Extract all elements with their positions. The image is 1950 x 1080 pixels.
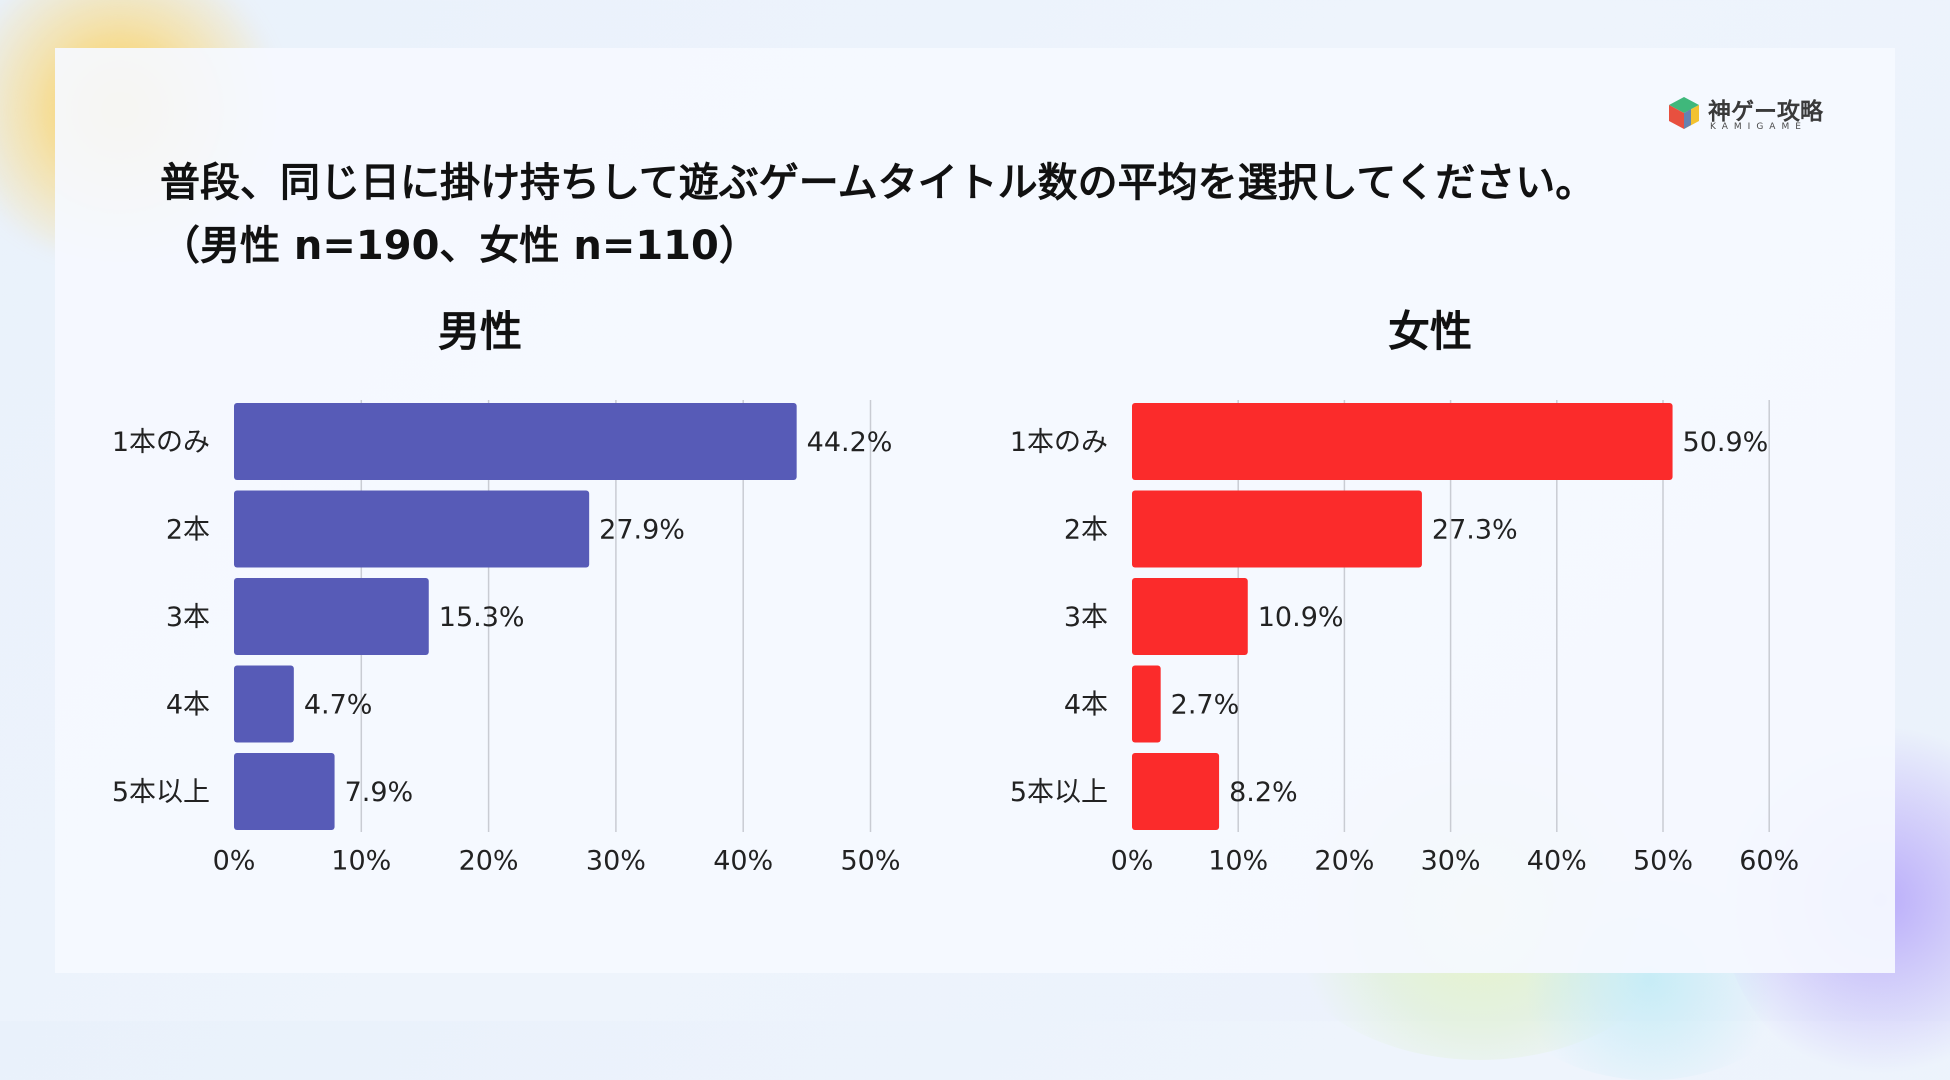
logo-subtext: KAMIGAME xyxy=(1710,122,1807,132)
male-value-label: 15.3% xyxy=(439,602,525,633)
female-tick-label: 50% xyxy=(1633,846,1693,877)
female-bar xyxy=(1132,753,1220,830)
female-value-label: 8.2% xyxy=(1229,777,1298,808)
male-tick-label: 20% xyxy=(459,846,519,877)
male-bar xyxy=(234,665,294,743)
male-category-label: 4本 xyxy=(166,690,210,721)
male-bar xyxy=(234,490,590,568)
logo-text: 神ゲー攻略 xyxy=(1708,99,1823,125)
male-bar xyxy=(234,403,797,480)
female-category-label: 2本 xyxy=(1064,515,1108,546)
brand-logo: 神ゲー攻略 KAMIGAME xyxy=(1668,92,1848,138)
female-bar xyxy=(1132,578,1248,655)
female-category-label: 1本のみ xyxy=(1010,427,1108,458)
male-tick-label: 10% xyxy=(331,846,391,877)
male-category-label: 3本 xyxy=(166,602,210,633)
male-category-label: 1本のみ xyxy=(112,427,210,458)
female-value-label: 10.9% xyxy=(1258,602,1344,633)
male-category-label: 5本以上 xyxy=(112,777,210,808)
female-bar xyxy=(1132,403,1673,480)
male-tick-label: 30% xyxy=(586,846,646,877)
female-category-label: 4本 xyxy=(1064,690,1108,721)
female-category-label: 3本 xyxy=(1064,602,1108,633)
female-tick-label: 30% xyxy=(1421,846,1481,877)
male-category-label: 2本 xyxy=(166,515,210,546)
female-bar xyxy=(1132,665,1161,743)
female-tick-label: 40% xyxy=(1527,846,1587,877)
female-value-label: 50.9% xyxy=(1683,427,1769,458)
male-value-label: 7.9% xyxy=(345,777,414,808)
male-value-label: 44.2% xyxy=(807,427,893,458)
male-tick-label: 40% xyxy=(713,846,773,877)
male-bar xyxy=(234,753,335,830)
female-bar xyxy=(1132,490,1422,568)
female-chart-title: 女性 xyxy=(1387,307,1472,356)
female-value-label: 2.7% xyxy=(1171,690,1240,721)
male-tick-label: 0% xyxy=(213,846,256,877)
female-tick-label: 20% xyxy=(1314,846,1374,877)
male-value-label: 27.9% xyxy=(599,515,685,546)
male-value-label: 4.7% xyxy=(304,690,373,721)
male-bar xyxy=(234,578,429,655)
male-tick-label: 50% xyxy=(840,846,900,877)
female-tick-label: 0% xyxy=(1111,846,1154,877)
page-title: 普段、同じ日に掛け持ちして遊ぶゲームタイトル数の平均を選択してください。 xyxy=(160,160,1596,206)
female-value-label: 27.3% xyxy=(1432,515,1518,546)
female-category-label: 5本以上 xyxy=(1010,777,1108,808)
female-tick-label: 60% xyxy=(1739,846,1799,877)
cube-logo-icon xyxy=(1669,97,1699,129)
male-chart-title: 男性 xyxy=(437,307,522,356)
female-tick-label: 10% xyxy=(1208,846,1268,877)
bar-charts: 0% 10% 20% 30% 40% 50% 1本のみ 44.2% 2本 27.9% 3本 15.3%… xyxy=(112,400,1799,877)
page-subtitle: （男性 n=190、女性 n=110） xyxy=(160,223,759,269)
